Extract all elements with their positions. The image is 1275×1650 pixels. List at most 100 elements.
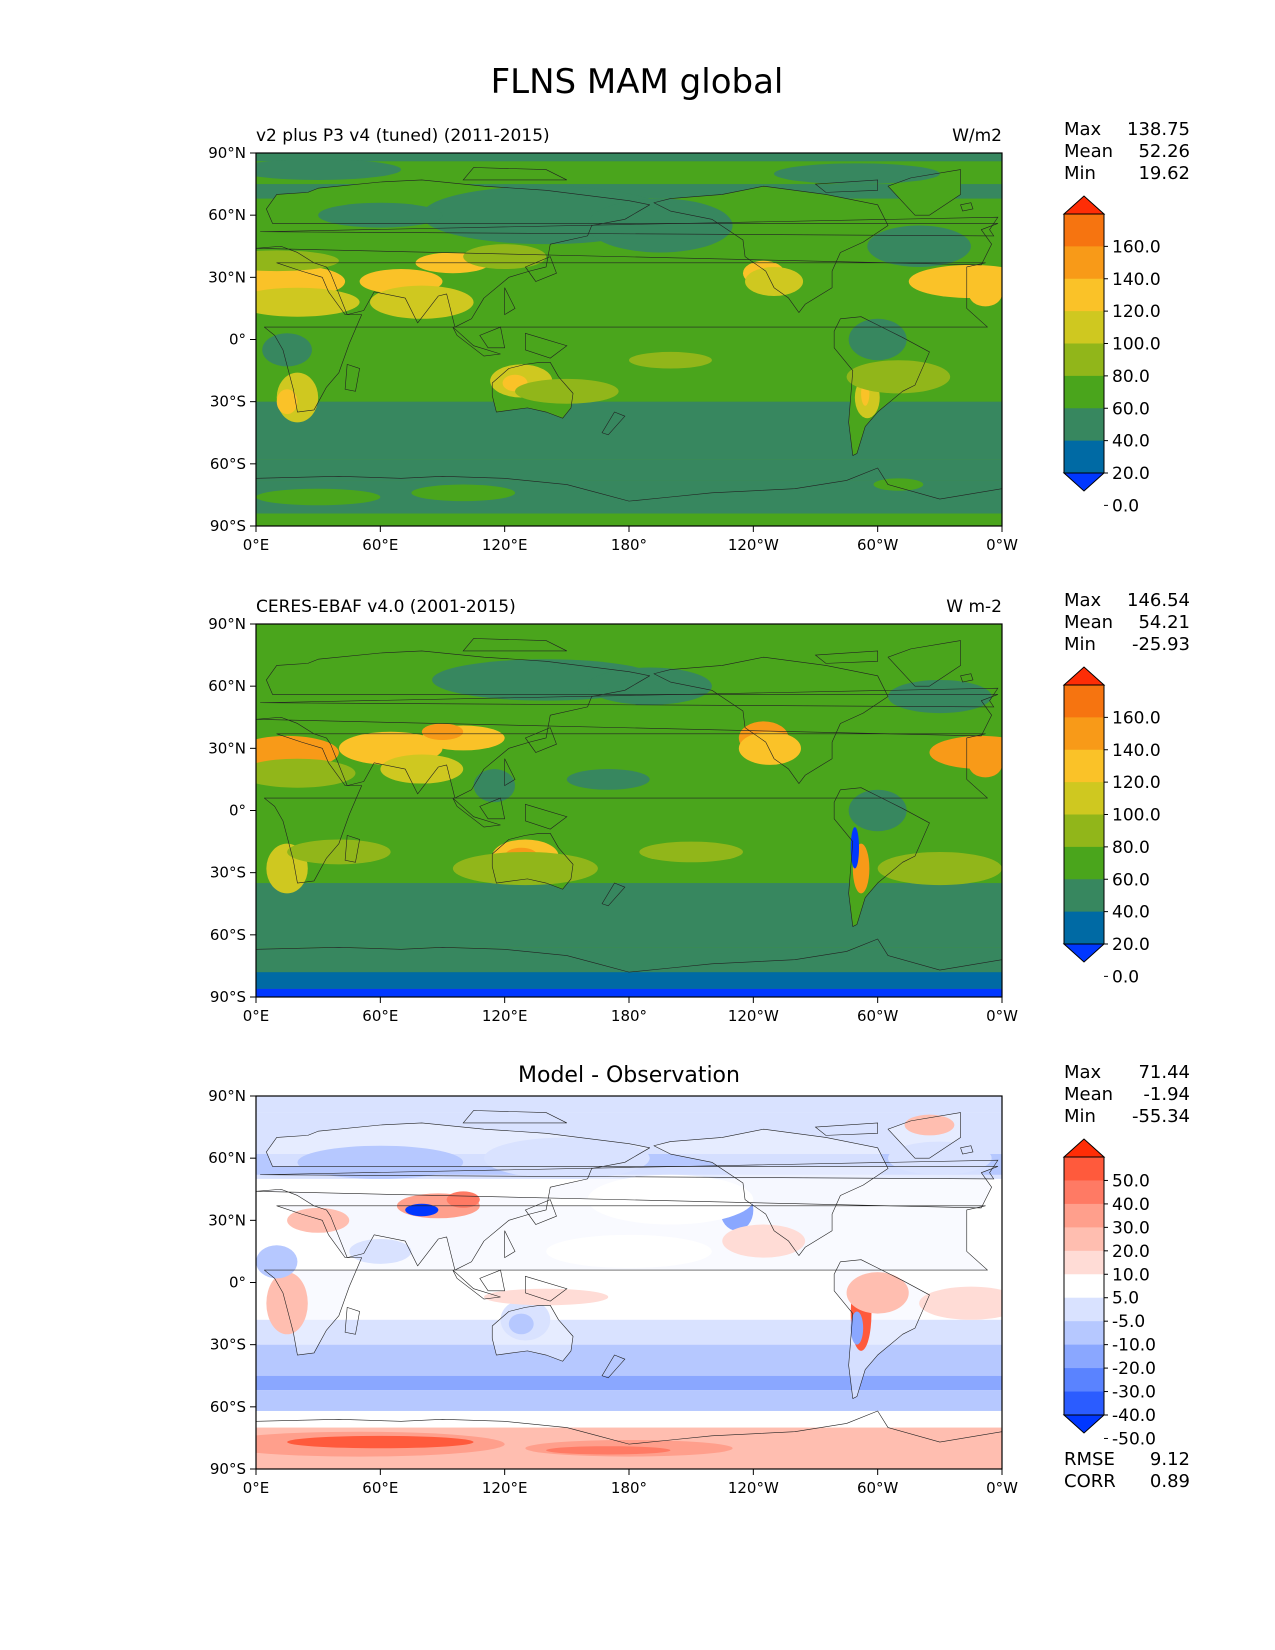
- y-tick-label: 90°N: [208, 1087, 246, 1105]
- field-band-4: [256, 1344, 1002, 1376]
- x-tick-label: 120°W: [728, 1007, 779, 1025]
- field-band-2: [256, 401, 1002, 460]
- field-patch-22: [848, 789, 907, 832]
- field-patch-13: [850, 827, 860, 869]
- x-tick-label: 0°W: [986, 1479, 1018, 1497]
- y-tick-label: 90°N: [208, 615, 246, 633]
- x-tick-label: 0°W: [986, 536, 1018, 554]
- field-patch-19: [629, 351, 712, 369]
- field-patch-11: [850, 1311, 864, 1345]
- colorbar-segment: [1064, 343, 1104, 377]
- x-tick-label: 180°: [611, 1479, 647, 1497]
- field-patch-29: [256, 159, 402, 180]
- coastline-eurasia: [256, 180, 998, 327]
- coastline-island-10: [816, 651, 878, 663]
- metric-rmse-value: 9.12: [1150, 1449, 1190, 1470]
- colorbar-label: -20.0: [1112, 1359, 1156, 1379]
- coastline-island-3: [525, 1200, 556, 1225]
- colorbar-segment: [1064, 846, 1104, 880]
- field-patch-20: [256, 488, 381, 506]
- land-namerica: [653, 1129, 889, 1256]
- colorbar-label: -30.0: [1112, 1383, 1156, 1403]
- field-patch-5: [266, 1272, 308, 1335]
- y-tick-label: 0°: [229, 331, 246, 349]
- coastline-samerica: [834, 1260, 929, 1399]
- colorbar-segment: [1064, 214, 1104, 247]
- coastline-island-8: [602, 883, 625, 906]
- y-tick-label: 30°S: [210, 393, 246, 411]
- colorbar-segment: [1064, 717, 1104, 751]
- y-tick-label: 30°N: [208, 1211, 246, 1229]
- stat-mean-label: Mean: [1064, 1084, 1113, 1105]
- field-patch-8: [446, 1191, 480, 1208]
- stat-max-value: 146.54: [1127, 590, 1190, 611]
- coastline-island-0: [453, 327, 501, 356]
- field-patch-22: [873, 478, 924, 491]
- coastline-island-9: [463, 639, 567, 651]
- colorbar-label: 120.0: [1112, 302, 1161, 322]
- colorbar-segment: [1064, 685, 1104, 718]
- x-tick-label: 60°E: [362, 536, 398, 554]
- colorbar-label: 50.0: [1112, 1171, 1150, 1191]
- panel-diff-stats: Max 71.44 Mean -1.94 Min -55.34: [1064, 1062, 1190, 1127]
- colorbar-segment: [1064, 440, 1104, 474]
- y-tick-label: 90°S: [210, 1460, 246, 1478]
- colorbar-segment: [1064, 1297, 1104, 1322]
- colorbar-segment: [1064, 1391, 1104, 1416]
- coastline-eurasia: [256, 651, 998, 798]
- colorbar-segment: [1064, 782, 1104, 815]
- colorbar-label: 160.0: [1112, 708, 1161, 728]
- field-patch-18: [287, 839, 391, 865]
- field-patch-20: [587, 1174, 754, 1225]
- field-band-0: [256, 153, 1002, 162]
- stat-min-label: Min: [1064, 1106, 1096, 1127]
- field-patch-24: [587, 198, 733, 253]
- colorbar-segment: [1064, 814, 1104, 848]
- x-tick-label: 120°W: [728, 1479, 779, 1497]
- y-tick-label: 0°: [229, 1274, 246, 1292]
- coastline-island-9: [463, 168, 567, 180]
- field-patch-16: [877, 851, 1002, 886]
- colorbar-label: 0.0: [1112, 496, 1139, 516]
- colorbar-label: 0.0: [1112, 967, 1139, 987]
- colorbar-label: 60.0: [1112, 399, 1150, 419]
- x-tick-label: 60°E: [362, 1007, 398, 1025]
- field-patch-15: [452, 851, 598, 886]
- x-tick-label: 0°W: [986, 1007, 1018, 1025]
- colorbar-segment: [1064, 1274, 1104, 1299]
- colorbar-segment: [1064, 278, 1104, 312]
- coastline-australia: [492, 833, 573, 889]
- coastline-island-7: [345, 1307, 360, 1334]
- coastline-island-3: [525, 728, 556, 753]
- field-patch-24: [566, 769, 650, 790]
- colorbar-extend-max: [1062, 666, 1106, 686]
- stat-max-label: Max: [1064, 1062, 1102, 1083]
- y-tick-label: 90°N: [208, 144, 246, 162]
- colorbar-label: 20.0: [1112, 935, 1150, 955]
- field-patch-25: [919, 1286, 1002, 1320]
- coastline-island-0: [453, 798, 501, 827]
- field-patch-19: [483, 1137, 650, 1179]
- x-tick-label: 180°: [611, 1007, 647, 1025]
- y-tick-label: 30°N: [208, 739, 246, 757]
- coastline-island-2: [525, 1276, 566, 1301]
- colorbar-frame: [1063, 1156, 1105, 1416]
- colorbar-extend-max: [1062, 1138, 1106, 1158]
- coastline-island-5: [260, 688, 998, 707]
- field-band-6: [256, 1390, 1002, 1411]
- colorbar-extend-min: [1062, 472, 1106, 492]
- y-tick-label: 0°: [229, 802, 246, 820]
- field-patch-1: [287, 1435, 474, 1449]
- colorbar-label: 120.0: [1112, 773, 1161, 793]
- panel-obs-colorbar: 160.0 140.0 120.0 100.0 80.0 60.0 40.0 20.0 0.0: [1062, 666, 1161, 987]
- coastline-island-5: [260, 1160, 998, 1179]
- y-tick-label: 60°N: [208, 206, 246, 224]
- x-tick-label: 60°E: [362, 1479, 398, 1497]
- colorbar-segment: [1064, 311, 1104, 344]
- colorbar-segment: [1064, 375, 1104, 409]
- field-patch-30: [774, 163, 940, 185]
- panel-obs-stats: Max 146.54 Mean 54.21 Min -25.93: [1064, 590, 1190, 655]
- field-band-0: [256, 1096, 1002, 1113]
- stat-max-label: Max: [1064, 590, 1102, 611]
- coastline-namerica: [654, 657, 888, 783]
